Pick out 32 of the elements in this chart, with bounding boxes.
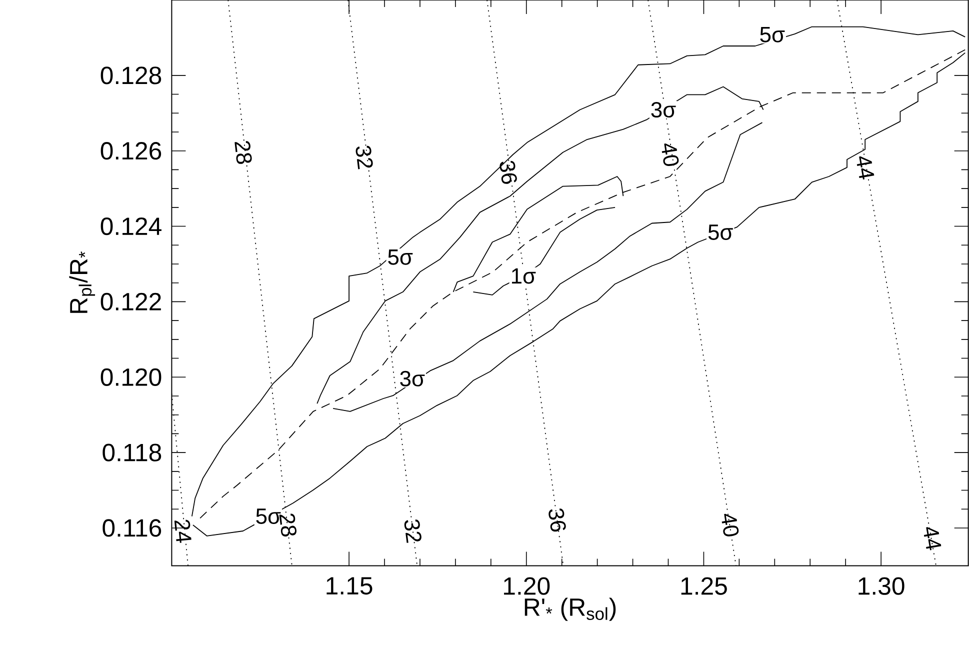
annotation: 28 (234, 141, 252, 164)
annotation: 1σ (512, 268, 536, 284)
annotation: 5σ (256, 508, 281, 524)
y-tick-label: 0.116 (102, 519, 162, 537)
annotation: 40 (662, 143, 679, 166)
y-tick-label: 0.124 (100, 217, 162, 236)
annotation: 32 (404, 520, 422, 543)
annotation: 3σ (651, 102, 676, 118)
y-tick-label: 0.120 (100, 368, 162, 386)
annotation: 5σ (388, 250, 413, 265)
annotation: 36 (500, 160, 517, 184)
annotation: 5σ (760, 27, 785, 42)
line-series (472, 206, 616, 296)
x-tick-label: 1.25 (681, 577, 727, 595)
annotation: 36 (548, 508, 566, 532)
x-tick-label: 1.15 (326, 577, 372, 595)
y-tick-label: 0.126 (100, 142, 162, 160)
annotation: 3σ (400, 370, 425, 386)
annotation: 32 (356, 146, 373, 170)
y-axis-title: R$_{pl}$/R$_{*}$ (69, 251, 96, 313)
annotation: 44 (856, 156, 874, 180)
annotation: 44 (924, 527, 942, 550)
annotation: 28 (279, 514, 296, 537)
annotation: 24 (174, 520, 192, 543)
y-tick-label: 0.122 (100, 292, 161, 311)
annotation: 40 (722, 514, 739, 536)
y-tick-label: 0.128 (100, 66, 162, 84)
x-tick-label: 1.30 (858, 577, 904, 595)
x-axis-title: R'$_{*}$ (R$_{sol}$) (524, 598, 616, 621)
x-tick-label: 1.20 (504, 577, 550, 595)
y-tick-label: 0.118 (102, 444, 162, 462)
annotation: 5σ (708, 224, 733, 240)
